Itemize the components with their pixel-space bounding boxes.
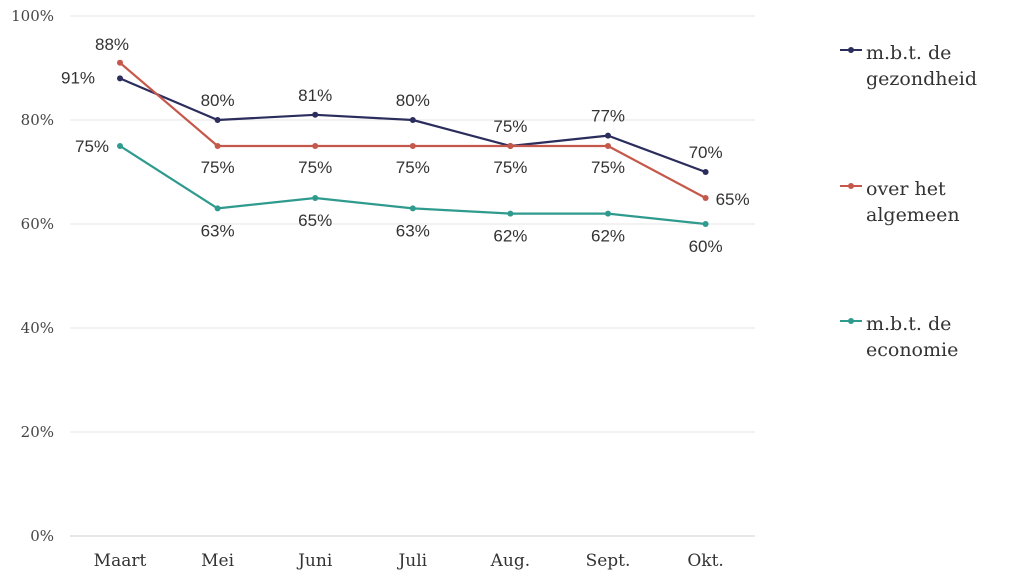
data-label: 75% xyxy=(298,158,332,177)
data-point xyxy=(214,117,221,123)
data-point xyxy=(605,143,611,149)
data-point xyxy=(507,210,514,217)
y-tick-label: 20% xyxy=(21,423,54,441)
legend-item-algemeen: over het algemeen xyxy=(840,176,1016,228)
data-label: 75% xyxy=(493,117,527,136)
data-point xyxy=(214,205,221,212)
y-tick-label: 80% xyxy=(21,111,54,129)
y-tick-label: 60% xyxy=(21,215,54,233)
x-tick-label: Mei xyxy=(201,551,234,571)
legend-swatch-economie xyxy=(840,311,862,329)
data-point xyxy=(312,111,319,118)
data-label: 81% xyxy=(298,86,332,105)
data-point xyxy=(409,205,416,212)
x-tick-label: Aug. xyxy=(490,551,531,571)
data-point xyxy=(312,143,319,149)
data-point xyxy=(507,143,514,149)
y-tick-label: 0% xyxy=(30,527,54,545)
legend-label-gezondheid: m.b.t. de gezondheid xyxy=(866,42,977,90)
x-tick-label: Sept. xyxy=(586,551,631,571)
data-label: 60% xyxy=(689,237,723,256)
data-label: 75% xyxy=(75,137,109,156)
legend-item-economie: m.b.t. de economie xyxy=(840,311,1016,363)
data-point xyxy=(702,195,709,201)
data-labels: 91% 80% 81% 80% 75% 77% 70% 88% 75% 75% 75% 75% 75% 6… xyxy=(61,35,750,256)
legend-swatch-algemeen xyxy=(840,176,862,194)
data-label: 75% xyxy=(201,158,235,177)
data-label: 77% xyxy=(591,107,625,126)
series-line-1 xyxy=(119,61,707,199)
data-point xyxy=(312,195,319,201)
legend-item-gezondheid: m.b.t. de gezondheid xyxy=(840,40,1016,92)
data-point xyxy=(117,75,123,82)
data-label: 65% xyxy=(298,211,332,230)
x-axis-ticks: Maart Mei Juni Juli Aug. Sept. Okt. xyxy=(94,551,724,571)
legend-swatch-gezondheid xyxy=(840,40,862,58)
data-label: 88% xyxy=(95,35,129,54)
data-label: 75% xyxy=(396,158,430,177)
data-point xyxy=(702,169,709,175)
legend-label-algemeen: over het algemeen xyxy=(866,178,960,226)
data-point xyxy=(409,143,416,149)
data-label: 80% xyxy=(201,91,235,110)
data-label: 75% xyxy=(591,158,625,177)
data-point xyxy=(214,143,221,149)
legend-label-economie: m.b.t. de economie xyxy=(866,313,959,361)
series-points xyxy=(117,59,709,227)
data-point xyxy=(117,59,123,66)
data-label: 63% xyxy=(396,221,430,240)
x-tick-label: Juni xyxy=(296,551,333,571)
data-label: 65% xyxy=(716,190,750,209)
data-point xyxy=(409,117,416,123)
data-point xyxy=(702,221,709,227)
data-point xyxy=(605,132,611,139)
data-label: 91% xyxy=(61,68,95,87)
y-tick-label: 40% xyxy=(21,319,54,337)
legend: m.b.t. de gezondheid over het algemeen m… xyxy=(840,0,1025,580)
x-tick-label: Maart xyxy=(94,551,147,571)
y-axis-ticks: 0% 20% 40% 60% 80% 100% xyxy=(11,7,54,545)
x-tick-label: Okt. xyxy=(687,551,723,571)
data-label: 62% xyxy=(493,227,527,246)
data-label: 80% xyxy=(396,91,430,110)
data-label: 63% xyxy=(201,221,235,240)
y-tick-label: 100% xyxy=(11,7,54,25)
data-label: 75% xyxy=(493,158,527,177)
data-point xyxy=(117,143,123,149)
x-tick-label: Juli xyxy=(396,551,427,571)
data-label: 70% xyxy=(689,143,723,162)
data-point xyxy=(605,210,611,217)
data-label: 62% xyxy=(591,227,625,246)
